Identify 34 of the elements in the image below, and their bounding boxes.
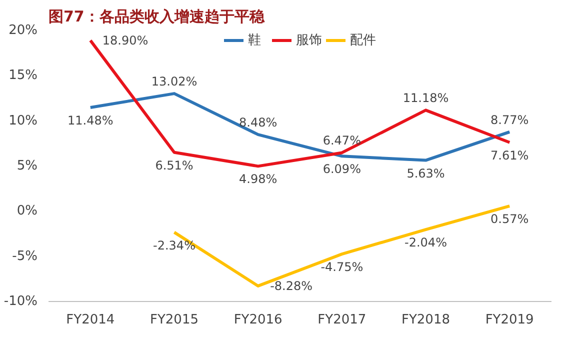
x-tick-label: FY2016: [234, 312, 282, 328]
data-label: -8.28%: [270, 278, 313, 293]
data-label: 11.18%: [402, 91, 449, 106]
x-tick-label: FY2015: [150, 312, 199, 328]
y-tick-label: 20%: [8, 23, 38, 38]
data-label: -4.75%: [320, 260, 364, 274]
data-label: 0.57%: [490, 212, 529, 226]
data-label: 4.98%: [239, 172, 278, 186]
x-tick-label: FY2018: [402, 312, 450, 328]
x-tick-label: FY2019: [485, 312, 534, 328]
data-label: -2.04%: [404, 236, 447, 250]
y-tick-label: -5%: [12, 248, 38, 264]
x-tick-label: FY2017: [318, 312, 366, 328]
data-label: 6.47%: [322, 134, 361, 148]
data-label: 5.63%: [406, 166, 445, 180]
y-tick-label: 15%: [8, 68, 38, 84]
data-label: 11.48%: [68, 113, 114, 128]
y-tick-label: 0%: [16, 204, 38, 219]
data-label: -2.34%: [153, 238, 196, 252]
data-label: 7.61%: [490, 148, 529, 162]
data-label: 8.77%: [490, 112, 529, 127]
x-tick-label: FY2014: [66, 312, 115, 328]
legend-label: 鞋: [248, 32, 262, 49]
y-tick-label: -10%: [4, 294, 38, 309]
data-label: 8.48%: [239, 116, 278, 130]
data-label: 18.90%: [102, 33, 148, 48]
y-tick-label: 5%: [16, 158, 38, 174]
data-label: 6.09%: [322, 162, 361, 176]
data-label: 13.02%: [151, 74, 198, 89]
data-label: 6.51%: [155, 158, 194, 172]
legend-label: 服饰: [296, 32, 322, 49]
y-tick-label: 10%: [8, 113, 38, 128]
legend-label: 配件: [350, 32, 376, 49]
chart-title: 图77：各品类收入增速趋于平稳: [48, 8, 266, 26]
